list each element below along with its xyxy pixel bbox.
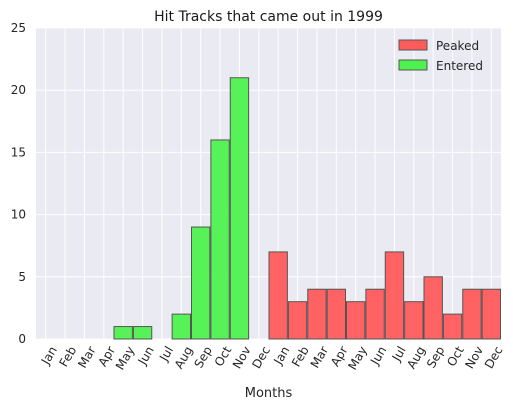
bar-peaked-13: [287, 301, 308, 340]
y-tick-label: 20: [11, 83, 26, 97]
bar-peaked-20: [423, 276, 443, 340]
y-tick-label: 25: [11, 21, 26, 35]
legend-swatch-peaked: [398, 39, 428, 51]
bar-peaked-22: [462, 288, 482, 340]
x-tick-label: Jul: [156, 344, 176, 364]
bar-entered-8: [191, 226, 211, 340]
y-tick-label: 5: [18, 270, 26, 284]
bar-entered-7: [171, 313, 191, 340]
y-axis-ticks: 0 5 10 15 20 25: [11, 21, 26, 346]
x-tick-label: Mar: [75, 344, 98, 371]
legend: Peaked Entered: [398, 39, 483, 73]
legend-swatch-entered: [398, 59, 428, 71]
x-tick-label: Sep: [424, 344, 447, 371]
bar-peaked-19: [404, 301, 424, 340]
y-tick-label: 10: [11, 208, 26, 222]
bar-peaked-17: [365, 288, 385, 340]
x-tick-label: Dec: [482, 344, 506, 371]
bar-entered-10: [229, 77, 250, 340]
x-tick-label: May: [345, 344, 370, 372]
x-tick-label: Jan: [271, 344, 293, 368]
bar-entered-9: [210, 139, 230, 340]
x-tick-label: Jun: [135, 344, 157, 368]
legend-label-entered: Entered: [436, 59, 483, 73]
bar-peaked-12: [268, 251, 288, 340]
x-tick-label: Nov: [230, 344, 254, 371]
x-tick-label: Jan: [38, 344, 60, 368]
bar-peaked-15: [326, 288, 346, 340]
bar-peaked-16: [346, 301, 366, 340]
x-axis-label: Months: [245, 386, 293, 401]
y-tick-label: 15: [11, 145, 26, 159]
y-tick-label: 0: [18, 332, 26, 346]
bar-peaked-23: [481, 288, 501, 340]
x-tick-label: Sep: [191, 344, 214, 371]
x-tick-label: Nov: [462, 344, 486, 371]
x-tick-label: Jul: [389, 344, 409, 364]
legend-label-peaked: Peaked: [436, 39, 479, 53]
bar-peaked-14: [307, 288, 327, 340]
bar-peaked-18: [384, 251, 405, 340]
x-tick-label: Jun: [367, 344, 389, 368]
x-tick-label: Aug: [172, 344, 196, 371]
x-tick-label: Mar: [308, 344, 331, 371]
x-tick-label: Feb: [57, 344, 80, 369]
x-tick-label: Dec: [249, 344, 273, 371]
x-tick-label: May: [113, 344, 138, 372]
x-tick-label: Feb: [289, 344, 312, 369]
chart-title: Hit Tracks that came out in 1999: [154, 9, 383, 25]
bar-peaked-21: [442, 313, 463, 340]
bar-entered-4: [113, 326, 133, 340]
x-tick-label: Aug: [404, 344, 428, 371]
grid-lines: [36, 27, 501, 340]
bars: [113, 77, 501, 340]
bar-entered-5: [132, 326, 153, 340]
